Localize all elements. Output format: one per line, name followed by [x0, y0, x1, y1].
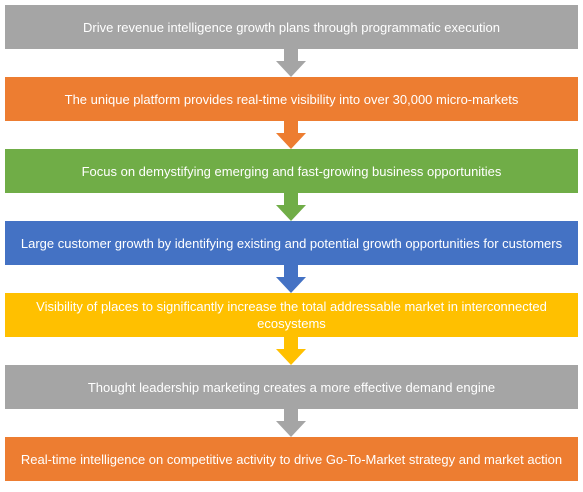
step-5-box: Visibility of places to significantly in… [5, 293, 578, 337]
step-2-box: The unique platform provides real-time v… [5, 77, 578, 121]
down-arrow-4-icon [276, 265, 306, 293]
down-arrow-shape [276, 265, 306, 293]
step-1-box: Drive revenue intelligence growth plans … [5, 5, 578, 49]
step-6-box: Thought leadership marketing creates a m… [5, 365, 578, 409]
down-arrow-shape [276, 49, 306, 77]
down-arrow-5-icon [276, 337, 306, 365]
down-arrow-2-icon [276, 121, 306, 149]
down-arrow-1-icon [276, 49, 306, 77]
down-arrow-6-icon [276, 409, 306, 437]
down-arrow-shape [276, 409, 306, 437]
step-7-box: Real-time intelligence on competitive ac… [5, 437, 578, 481]
down-arrow-shape [276, 337, 306, 365]
down-arrow-shape [276, 121, 306, 149]
step-4-box: Large customer growth by identifying exi… [5, 221, 578, 265]
down-arrow-shape [276, 193, 306, 221]
down-arrow-3-icon [276, 193, 306, 221]
step-3-box: Focus on demystifying emerging and fast-… [5, 149, 578, 193]
